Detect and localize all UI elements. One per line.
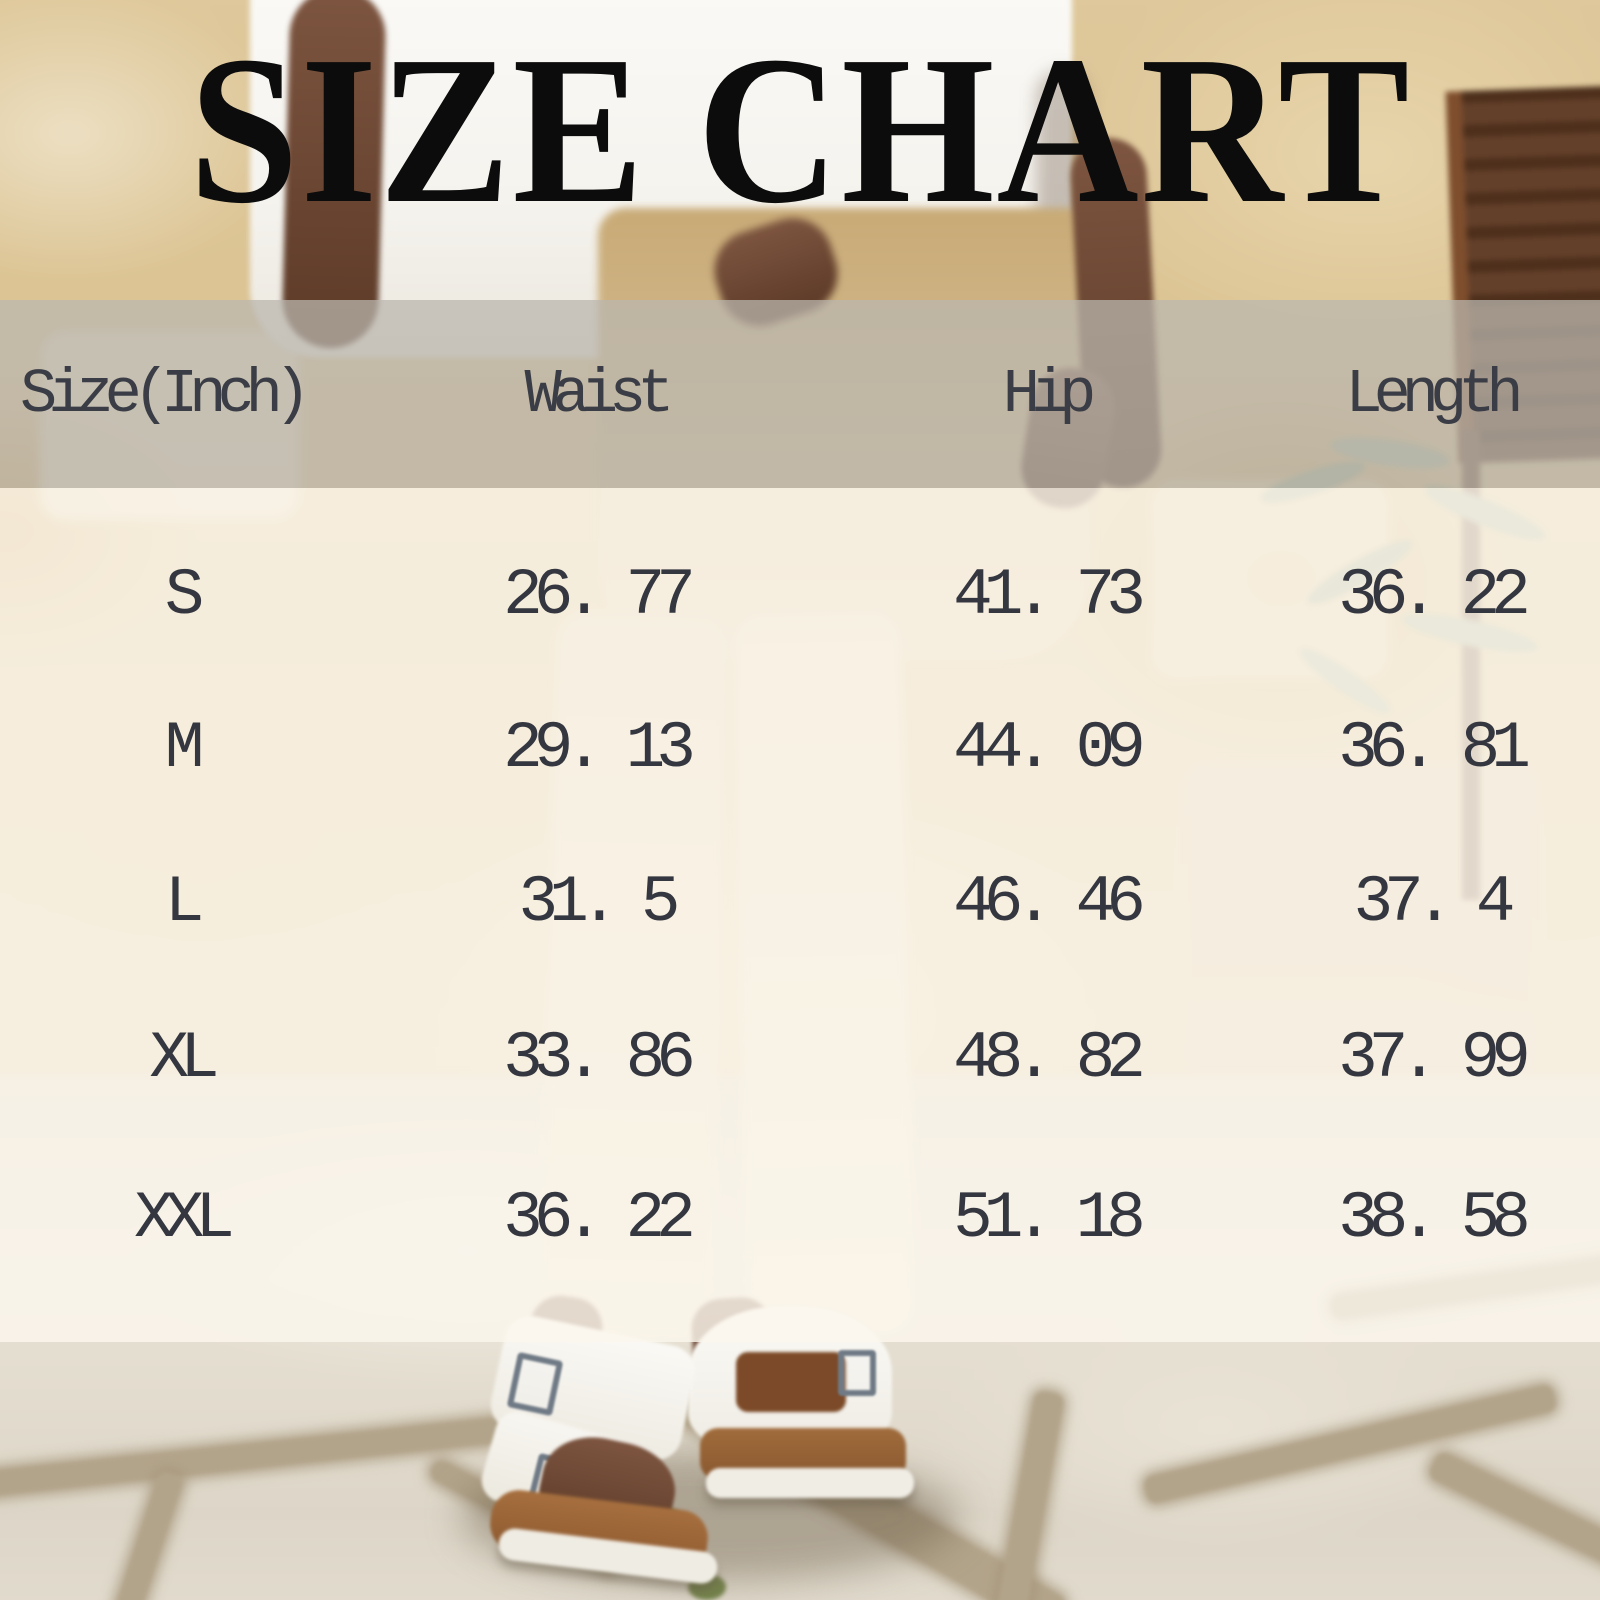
table-row-xl: XL 33. 86 48. 82 37. 99 — [0, 1008, 1600, 1108]
size-label: L — [164, 864, 205, 940]
length-value: 36. 22 — [1338, 557, 1531, 633]
size-label: S — [164, 557, 205, 633]
waist-value: 31. 5 — [518, 864, 680, 940]
header-size: Size(Inch) — [20, 358, 311, 430]
header-length: Length — [1345, 358, 1523, 430]
length-value: 37. 99 — [1338, 1020, 1531, 1096]
hip-value: 44. 09 — [953, 710, 1146, 786]
table-row-m: M 29. 13 44. 09 36. 81 — [0, 698, 1600, 798]
size-label: XL — [149, 1020, 219, 1096]
sandal-right-buckle-icon — [838, 1350, 876, 1396]
table-header-band — [0, 300, 1600, 488]
waist-value: 29. 13 — [503, 710, 696, 786]
waist-value: 26. 77 — [503, 557, 696, 633]
size-label: XXL — [134, 1180, 235, 1256]
length-value: 38. 58 — [1338, 1180, 1531, 1256]
table-row-s: S 26. 77 41. 73 36. 22 — [0, 545, 1600, 645]
hip-value: 41. 73 — [953, 557, 1146, 633]
table-row-l: L 31. 5 46. 46 37. 4 — [0, 852, 1600, 952]
waist-value: 36. 22 — [503, 1180, 696, 1256]
sandal-right-outsole — [706, 1468, 914, 1498]
header-hip: Hip — [1002, 358, 1097, 430]
length-value: 36. 81 — [1338, 710, 1531, 786]
table-body-panel — [0, 488, 1600, 1342]
title-row: SIZE CHART — [0, 24, 1600, 236]
hip-value: 48. 82 — [953, 1020, 1146, 1096]
table-row-xxl: XXL 36. 22 51. 18 38. 58 — [0, 1168, 1600, 1268]
hip-value: 51. 18 — [953, 1180, 1146, 1256]
hip-value: 46. 46 — [953, 864, 1146, 940]
table-header-row: Size(Inch) Waist Hip Length — [0, 300, 1600, 488]
length-value: 37. 4 — [1353, 864, 1515, 940]
header-waist: Waist — [524, 358, 674, 430]
size-label: M — [164, 710, 205, 786]
sandal-right-strap-gap — [736, 1352, 846, 1412]
waist-value: 33. 86 — [503, 1020, 696, 1096]
page-title: SIZE CHART — [188, 12, 1412, 247]
